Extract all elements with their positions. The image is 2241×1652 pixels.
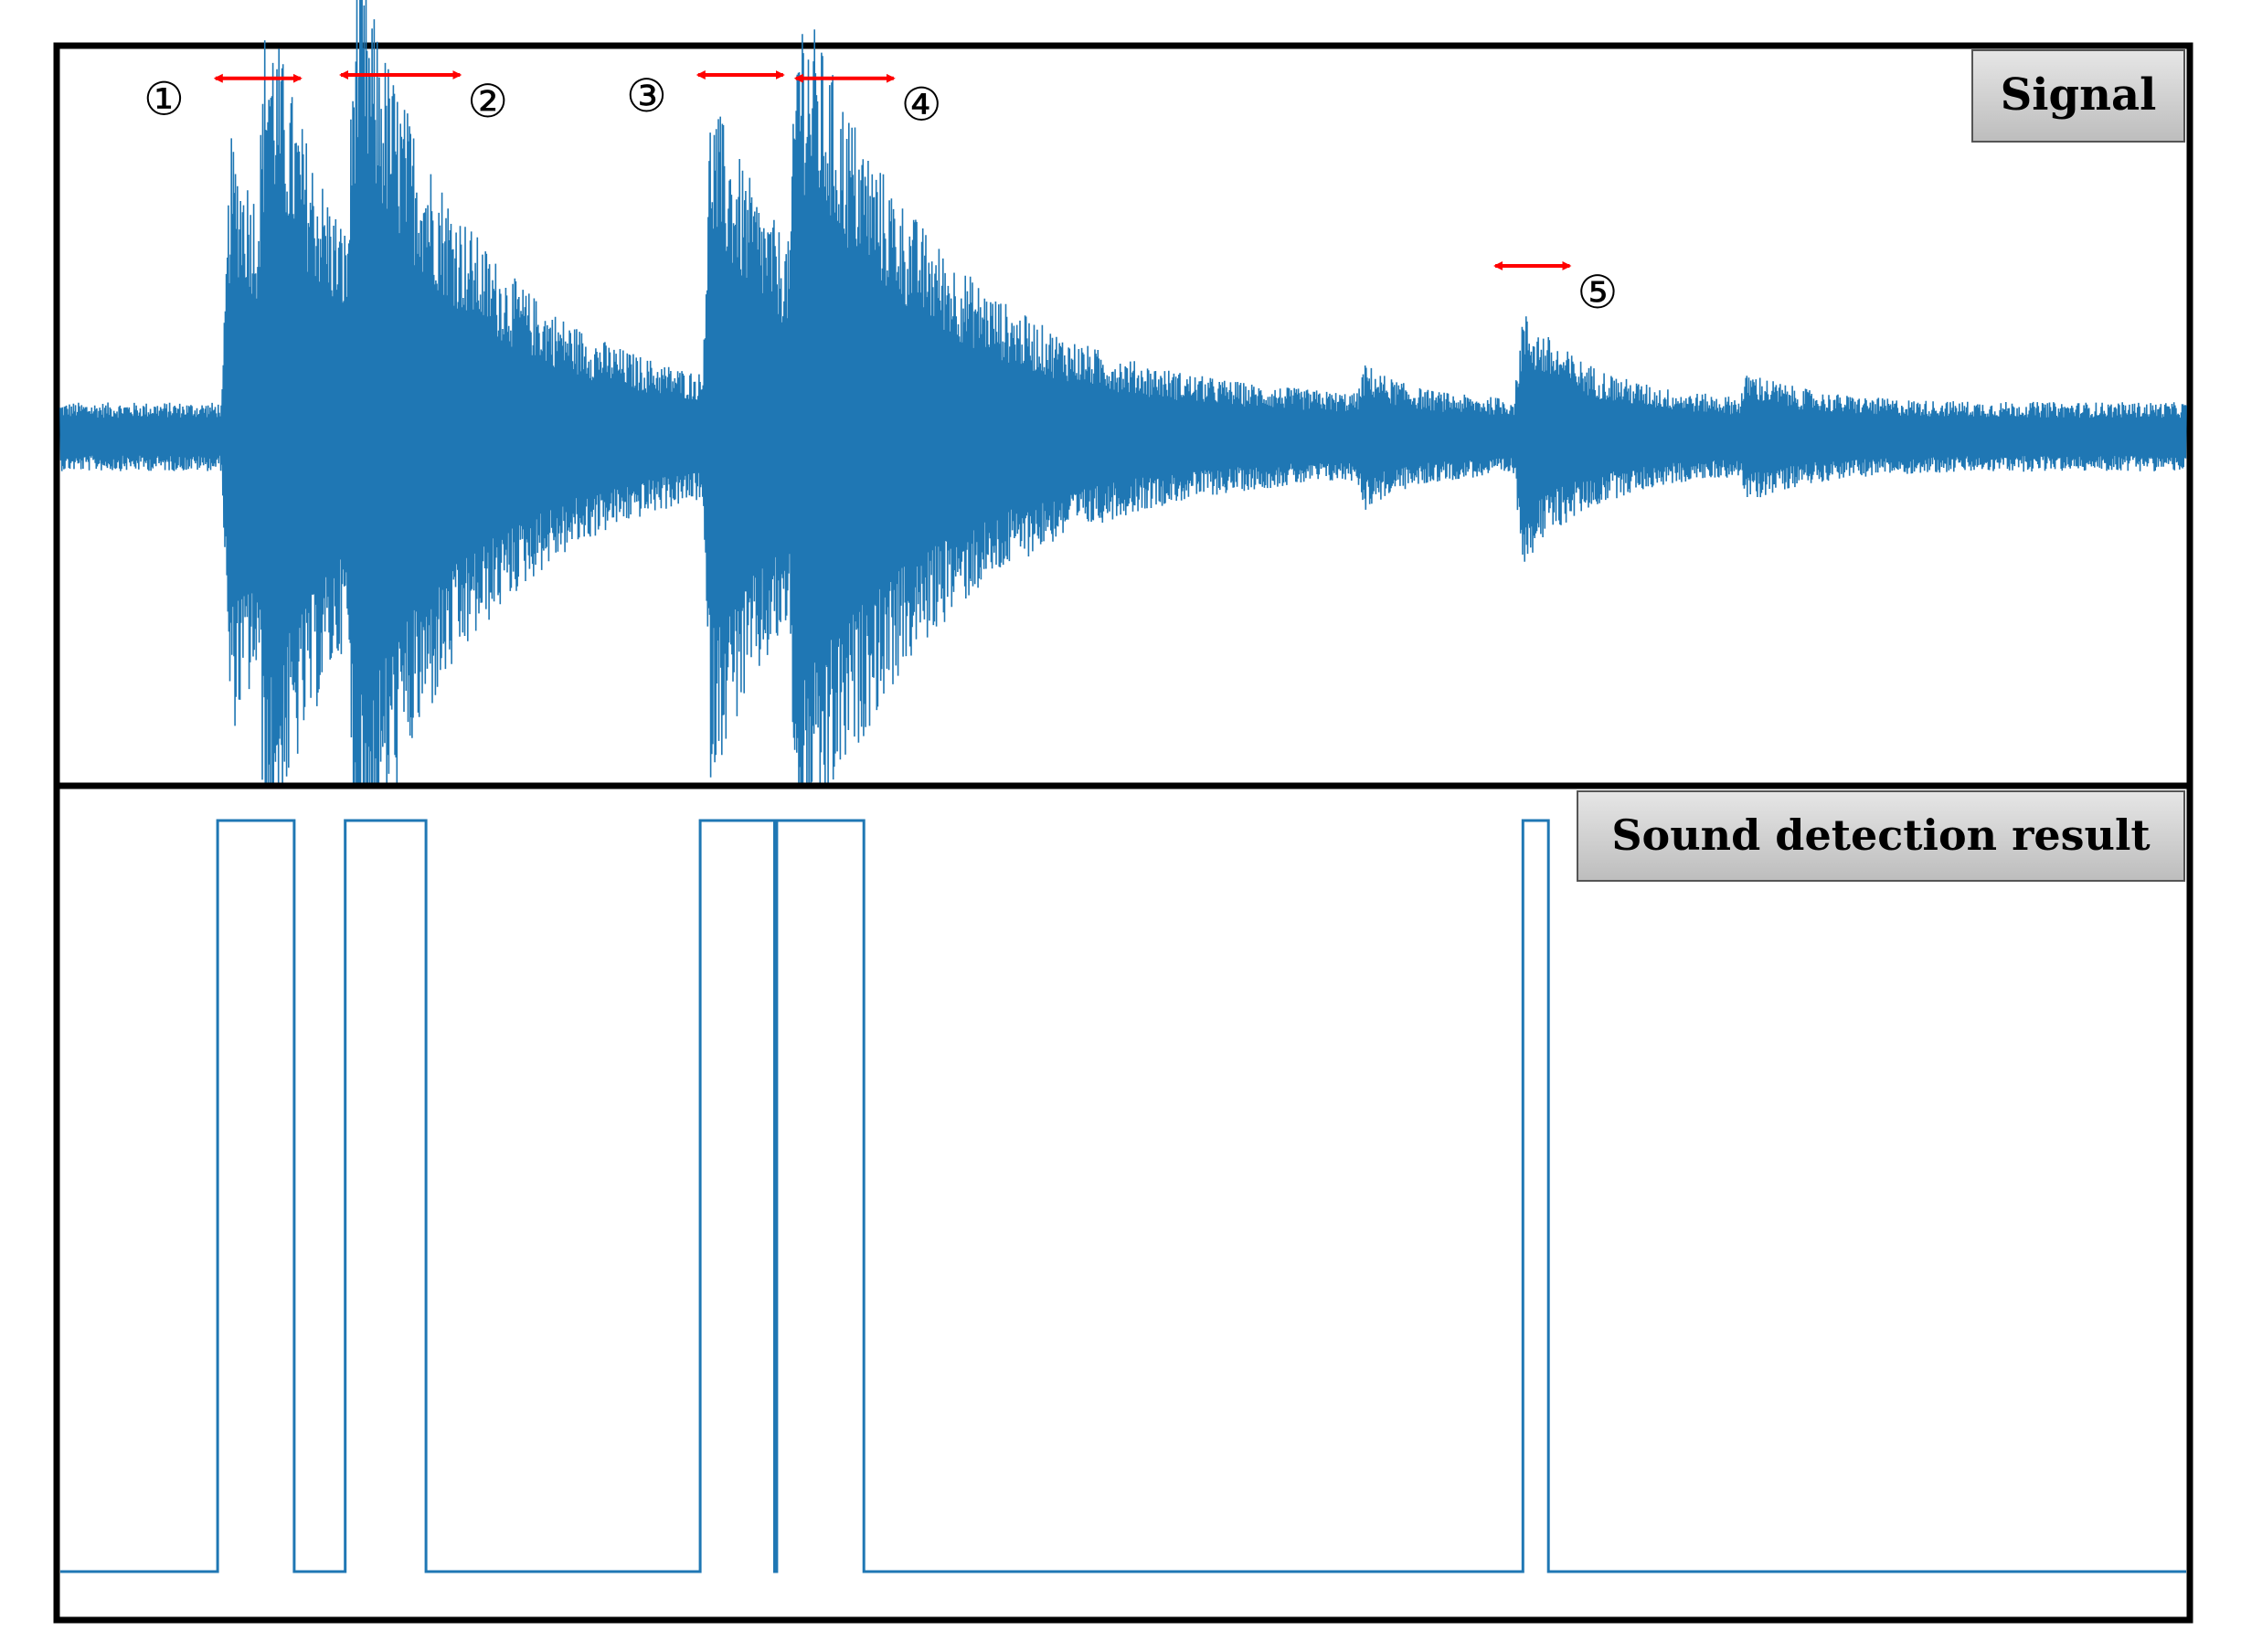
signal-waveform bbox=[59, 0, 2187, 918]
annotation-marker-5: ⑤ bbox=[1577, 266, 1618, 319]
detection-label-box bbox=[1577, 790, 2185, 882]
annotations-layer: ① ② ③ ④ ⑤ bbox=[143, 69, 1618, 319]
annotation-marker-4: ④ bbox=[901, 79, 942, 132]
annotation-marker-3: ③ bbox=[626, 69, 667, 122]
detection-panel: Sound detection result bbox=[53, 782, 2193, 1624]
detection-panel-frame bbox=[53, 782, 2193, 1624]
annotation-marker-2: ② bbox=[467, 75, 508, 128]
detection-step-line bbox=[60, 819, 2186, 1573]
detection-label-text: Sound detection result bbox=[1611, 810, 2151, 860]
annotation-marker-1: ① bbox=[143, 73, 185, 126]
signal-panel: ① ② ③ ④ ⑤ Signal bbox=[53, 0, 2193, 918]
signal-label-text: Signal bbox=[2001, 69, 2157, 121]
signal-label-box bbox=[1971, 49, 2185, 143]
signal-panel-label: Signal bbox=[1971, 49, 2185, 143]
detection-panel-label: Sound detection result bbox=[1577, 790, 2185, 882]
